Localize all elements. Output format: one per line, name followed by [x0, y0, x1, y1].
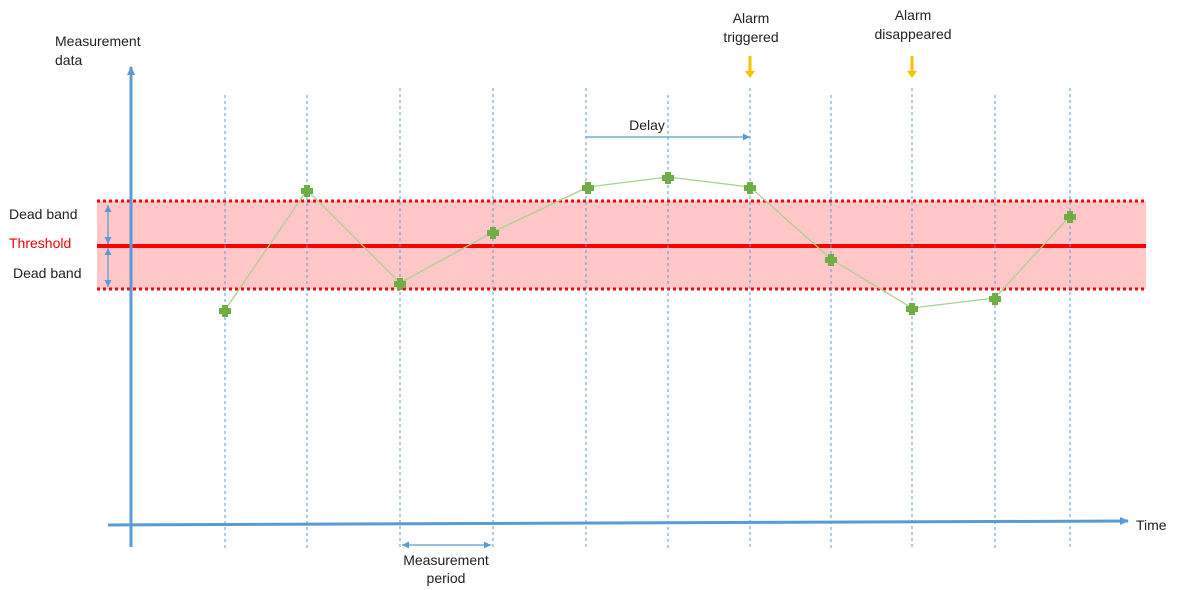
measurement-period-label-line2: period: [427, 570, 466, 586]
alarm-triggered-arrow-head: [745, 71, 755, 78]
x-axis-label: Time: [1136, 517, 1167, 533]
alarm-disappeared-label-line1: Alarm: [895, 7, 932, 23]
threshold-label: Threshold: [9, 235, 71, 251]
dead-band-top-label: Dead band: [9, 206, 78, 222]
data-point-2: [301, 185, 313, 197]
data-point-4: [487, 227, 499, 239]
data-point-3: [394, 278, 406, 290]
alarm-triggered-arrow: [745, 56, 755, 78]
alarm-triggered-label-line2: triggered: [723, 29, 778, 45]
data-point-5: [582, 182, 594, 194]
alarm-disappeared-label-line2: disappeared: [874, 26, 951, 42]
dead-band-bottom-label: Dead band: [13, 265, 82, 281]
data-point-6: [662, 172, 674, 184]
x-axis: [107, 517, 1129, 527]
measurement-gridlines: [224, 88, 1071, 548]
measurement-points: [219, 172, 1076, 317]
y-axis-label-line1: Measurement: [55, 33, 141, 49]
data-point-8: [825, 254, 837, 266]
alarm-disappeared-arrow-head: [907, 71, 917, 78]
y-axis-label-line2: data: [55, 52, 82, 68]
data-point-11: [1064, 211, 1076, 223]
alarm-disappeared-arrow: [907, 56, 917, 78]
data-point-7: [744, 182, 756, 194]
delay-label: Delay: [629, 117, 665, 133]
data-point-10: [989, 293, 1001, 305]
data-point-1: [219, 305, 231, 317]
alarm-triggered-label-line1: Alarm: [733, 10, 770, 26]
measurement-period-label-line1: Measurement: [403, 552, 489, 568]
data-point-9: [906, 303, 918, 315]
